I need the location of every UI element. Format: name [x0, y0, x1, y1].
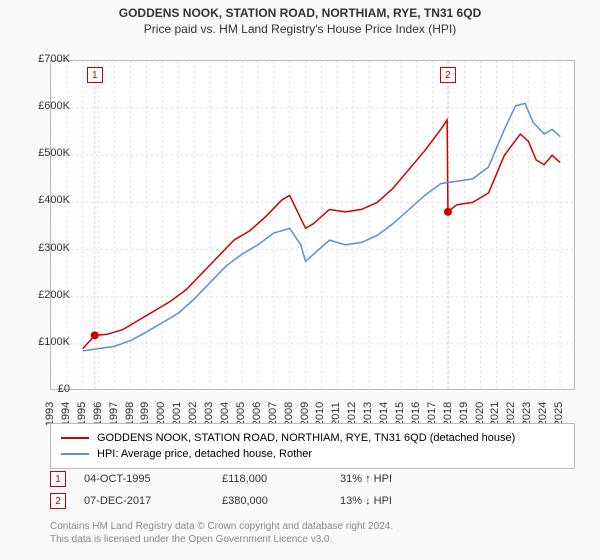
legend-label-hpi: HPI: Average price, detached house, Roth…: [97, 448, 312, 460]
plot-svg: [51, 61, 576, 391]
title-block: GODDENS NOOK, STATION ROAD, NORTHIAM, RY…: [0, 0, 600, 36]
y-axis-label: £600K: [22, 100, 70, 112]
legend-item-property: GODDENS NOOK, STATION ROAD, NORTHIAM, RY…: [61, 430, 564, 446]
y-axis-label: £300K: [22, 242, 70, 254]
data-point-row: 2 07-DEC-2017 £380,000 13% ↓ HPI: [50, 490, 460, 512]
footer-line2: This data is licensed under the Open Gov…: [50, 533, 393, 546]
data-date: 07-DEC-2017: [84, 495, 204, 507]
chart-title: GODDENS NOOK, STATION ROAD, NORTHIAM, RY…: [0, 6, 600, 20]
y-axis-label: £700K: [22, 53, 70, 65]
footer-line1: Contains HM Land Registry data © Crown c…: [50, 520, 393, 533]
legend-item-hpi: HPI: Average price, detached house, Roth…: [61, 446, 564, 462]
y-axis-label: £100K: [22, 336, 70, 348]
y-axis-label: £400K: [22, 194, 70, 206]
footer-attribution: Contains HM Land Registry data © Crown c…: [50, 520, 393, 546]
y-axis-label: £500K: [22, 147, 70, 159]
chart-container: GODDENS NOOK, STATION ROAD, NORTHIAM, RY…: [0, 0, 600, 560]
data-date: 04-OCT-1995: [84, 473, 204, 485]
chart-plot-area: 12: [50, 60, 575, 390]
legend: GODDENS NOOK, STATION ROAD, NORTHIAM, RY…: [50, 423, 575, 469]
chart-marker-badge: 2: [440, 67, 456, 83]
data-pct: 31% ↑ HPI: [340, 473, 460, 485]
legend-label-property: GODDENS NOOK, STATION ROAD, NORTHIAM, RY…: [97, 432, 515, 444]
y-axis-label: £0: [22, 383, 70, 395]
chart-subtitle: Price paid vs. HM Land Registry's House …: [0, 22, 600, 36]
data-point-table: 1 04-OCT-1995 £118,000 31% ↑ HPI 2 07-DE…: [50, 468, 460, 512]
data-pct: 13% ↓ HPI: [340, 495, 460, 507]
data-price: £118,000: [222, 473, 322, 485]
data-price: £380,000: [222, 495, 322, 507]
legend-swatch-hpi: [61, 453, 89, 455]
data-point-row: 1 04-OCT-1995 £118,000 31% ↑ HPI: [50, 468, 460, 490]
chart-marker-badge: 1: [87, 67, 103, 83]
marker-badge-2: 2: [50, 493, 66, 509]
marker-badge-1: 1: [50, 471, 66, 487]
y-axis-label: £200K: [22, 289, 70, 301]
legend-swatch-property: [61, 437, 89, 439]
